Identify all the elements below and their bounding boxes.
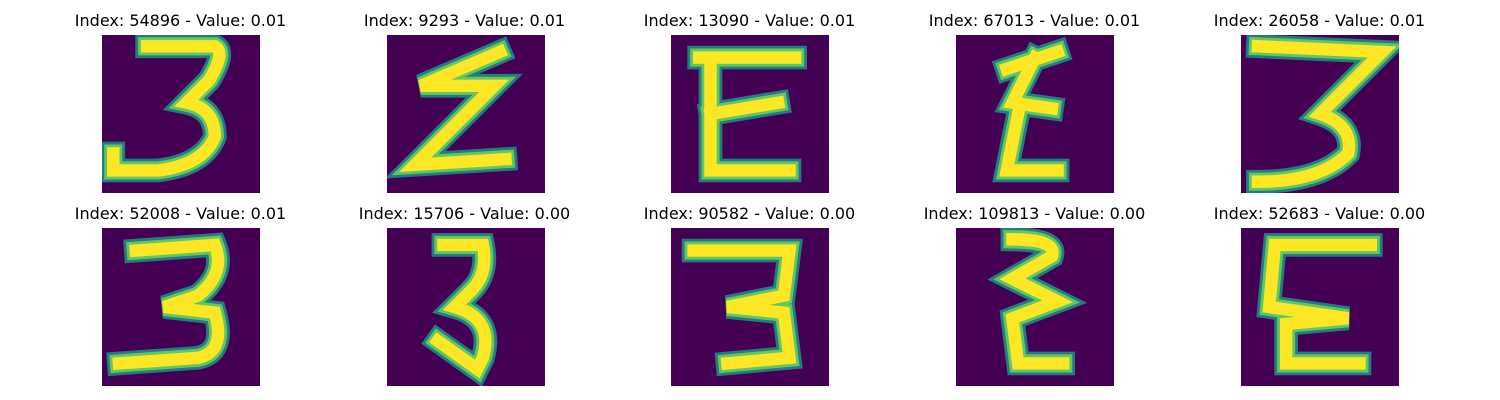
panel-6: Index: 52008 - Value: 0.01 — [38, 193, 323, 386]
glyph-stroke — [693, 51, 802, 177]
panel-10: Index: 52683 - Value: 0.00 — [1177, 193, 1462, 386]
digit-image — [671, 228, 829, 386]
digit-image — [956, 228, 1114, 386]
panel-title: Index: 90582 - Value: 0.00 — [643, 204, 856, 223]
digit-image — [387, 228, 545, 386]
digit-glyph — [687, 45, 807, 183]
glyph-stroke — [399, 43, 513, 173]
glyph-stroke — [1262, 238, 1377, 370]
panel-title: Index: 26058 - Value: 0.01 — [1213, 11, 1426, 30]
digit-glyph — [1256, 233, 1383, 376]
digit-image — [1241, 35, 1399, 193]
digit-glyph — [681, 238, 803, 377]
digit-glyph — [106, 232, 230, 377]
panel-title: Index: 15706 - Value: 0.00 — [358, 204, 571, 223]
digit-image — [1241, 228, 1399, 386]
digit-glyph — [1245, 35, 1399, 193]
panel-title: Index: 54896 - Value: 0.01 — [74, 11, 287, 30]
glyph-stroke — [107, 40, 226, 177]
digit-image — [671, 35, 829, 193]
digit-glyph — [421, 233, 498, 386]
panel-9: Index: 109813 - Value: 0.00 — [892, 193, 1177, 386]
panel-8: Index: 90582 - Value: 0.00 — [607, 193, 892, 386]
glyph-stroke — [1251, 39, 1397, 188]
panel-5: Index: 26058 - Value: 0.01 — [1177, 0, 1462, 193]
panel-title: Index: 9293 - Value: 0.01 — [363, 11, 566, 30]
glyph-stroke — [112, 238, 225, 371]
digit-image — [102, 228, 260, 386]
glyph-stroke — [999, 233, 1074, 370]
panel-1: Index: 54896 - Value: 0.01 — [38, 0, 323, 193]
glyph-stroke — [998, 44, 1066, 177]
digit-glyph — [991, 36, 1073, 183]
panel-7: Index: 15706 - Value: 0.00 — [322, 193, 607, 386]
panel-3: Index: 13090 - Value: 0.01 — [607, 0, 892, 193]
digit-image — [387, 35, 545, 193]
panel-title: Index: 13090 - Value: 0.01 — [643, 11, 856, 30]
glyph-stroke — [687, 244, 797, 371]
glyph-stroke — [429, 238, 492, 379]
digit-image — [956, 35, 1114, 193]
panel-title: Index: 109813 - Value: 0.00 — [923, 204, 1146, 223]
panel-title: Index: 67013 - Value: 0.01 — [928, 11, 1141, 30]
panel-title: Index: 52008 - Value: 0.01 — [74, 204, 287, 223]
panel-2: Index: 9293 - Value: 0.01 — [322, 0, 607, 193]
digit-glyph — [387, 36, 523, 179]
panel-title: Index: 52683 - Value: 0.00 — [1213, 204, 1426, 223]
panel-4: Index: 67013 - Value: 0.01 — [892, 0, 1177, 193]
digit-glyph — [102, 35, 232, 183]
digit-glyph — [987, 228, 1088, 376]
digit-image — [102, 35, 260, 193]
